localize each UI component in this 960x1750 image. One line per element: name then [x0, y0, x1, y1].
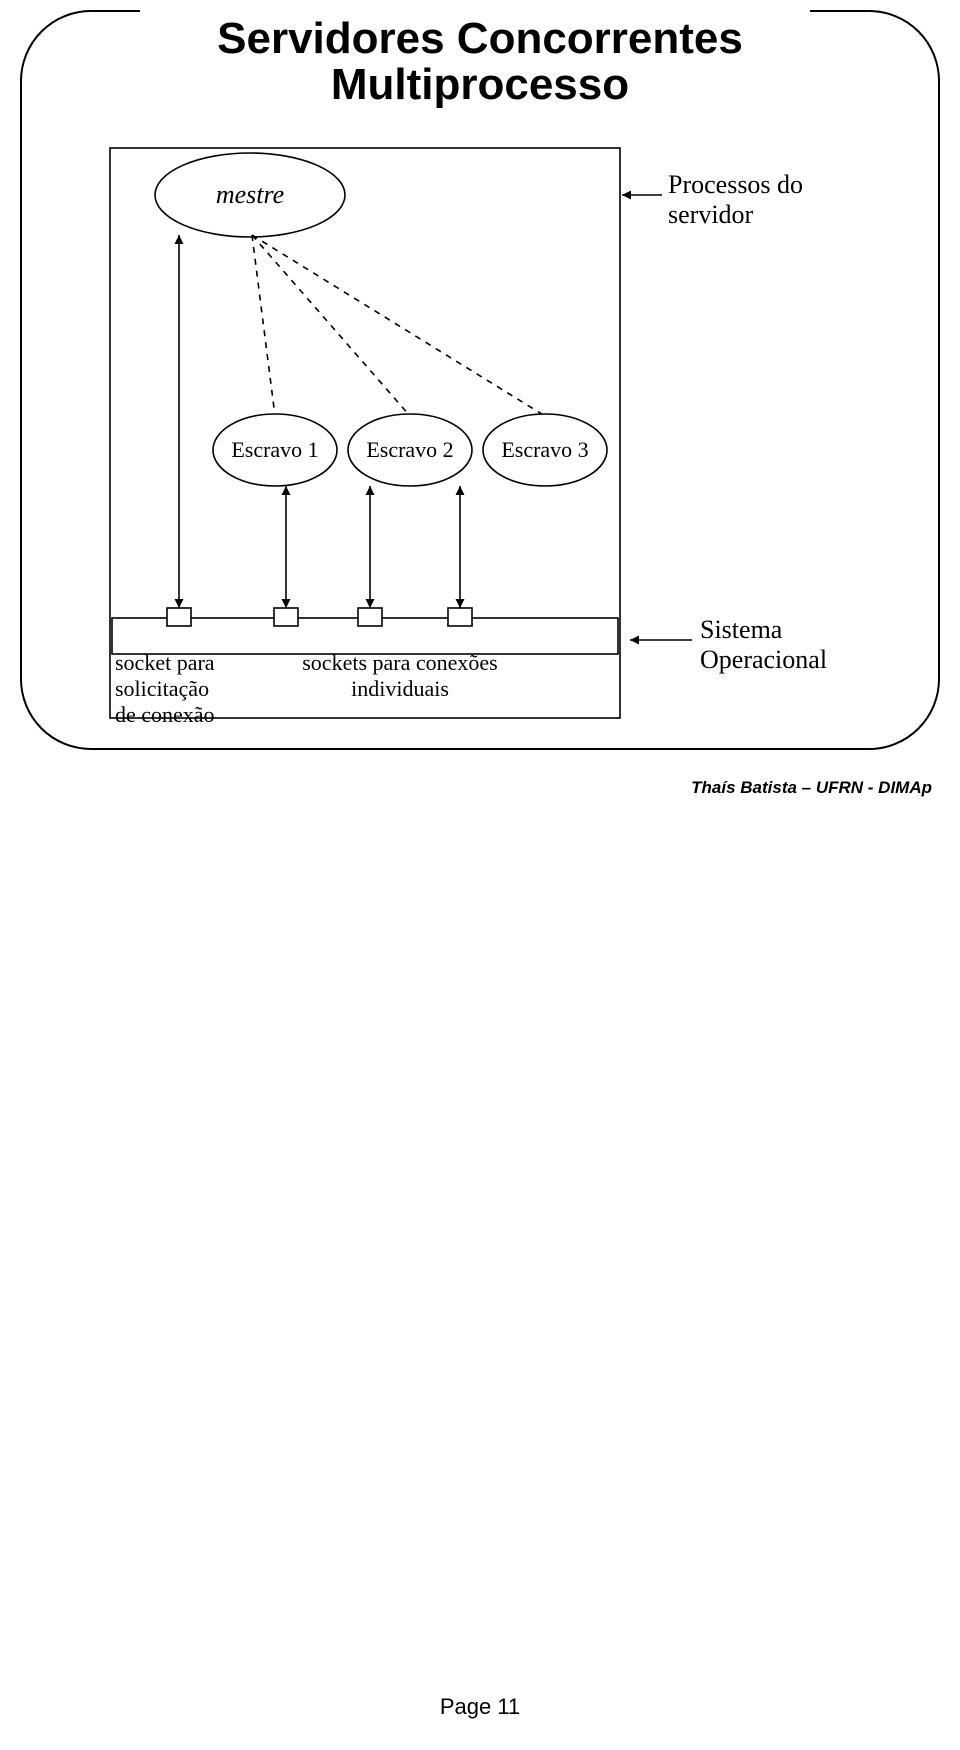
title-line-1: Servidores Concorrentes: [20, 16, 940, 62]
mestre-label: mestre: [216, 180, 284, 209]
external-label: servidor: [668, 200, 754, 229]
escravo-label: Escravo 3: [501, 437, 588, 462]
external-label: Sistema: [700, 615, 783, 644]
escravo-label: Escravo 1: [231, 437, 318, 462]
bottom-label: solicitação: [115, 676, 209, 701]
page: Servidores Concorrentes Multiprocesso me…: [0, 0, 960, 1750]
external-label: Processos do: [668, 170, 803, 199]
slide-title: Servidores Concorrentes Multiprocesso: [20, 16, 940, 108]
slide-frame: Servidores Concorrentes Multiprocesso me…: [20, 10, 940, 750]
bottom-label: individuais: [351, 676, 449, 701]
diagram: mestre Escravo 1 Escravo 2 Escravo 3 Process…: [20, 10, 940, 750]
title-line-2: Multiprocesso: [20, 62, 940, 108]
bottom-label: de conexão: [115, 702, 215, 727]
bottom-label: socket para: [115, 650, 215, 675]
bottom-label: sockets para conexões: [302, 650, 497, 675]
external-label: Operacional: [700, 645, 827, 674]
page-number: Page 11: [0, 1694, 960, 1720]
footer-credit: Thaís Batista – UFRN - DIMAp: [691, 778, 932, 798]
escravo-label: Escravo 2: [366, 437, 453, 462]
